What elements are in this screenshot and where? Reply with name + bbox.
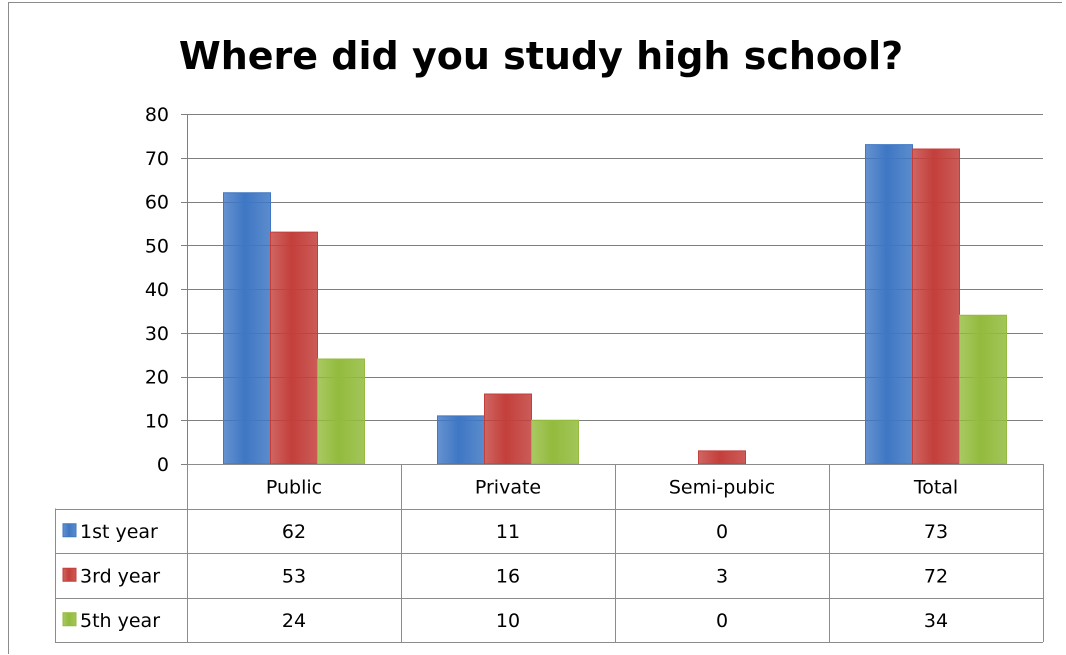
table-cell: 34 [924,610,948,632]
y-axis-tick-labels: 0 10 20 30 40 50 60 70 80 [145,104,169,476]
bars [223,144,1007,465]
data-table: Public Private Semi-pubic Total 1st year 62 11… [55,464,1044,643]
y-tick-label: 60 [145,192,169,214]
legend-label: 3rd year [80,565,160,587]
legend-key [62,523,77,538]
bar-1st-year-public [223,192,271,465]
y-tick-label: 0 [157,454,169,476]
y-tick-label: 80 [145,104,169,126]
legend-label: 1st year [80,521,158,543]
table-cell: 72 [924,565,948,587]
y-tick-label: 30 [145,323,169,345]
table-cell: 0 [716,521,728,543]
y-tick-label: 20 [145,367,169,389]
bar-3rd-year-private [484,393,532,465]
y-tick-label: 40 [145,279,169,301]
chart-title: Where did you study high school? [179,34,903,78]
category-label: Total [913,476,958,498]
category-label: Private [475,476,541,498]
y-tick-label: 70 [145,148,169,170]
chart-svg: Where did you study high school? 0102030… [55,34,1044,643]
table-cell: 53 [282,565,306,587]
bar-5th-year-public [317,358,365,465]
legend-key [62,567,77,582]
bar-1st-year-private [437,415,485,465]
y-tick-label: 10 [145,410,169,432]
legend-label: 5th year [80,610,160,632]
bar-1st-year-total [865,144,913,465]
table-cell: 16 [496,565,520,587]
table-cell: 62 [282,521,306,543]
category-label: Public [266,476,322,498]
table-cell: 3 [716,565,728,587]
category-label: Semi-pubic [669,476,775,498]
bar-3rd-year-public [270,231,318,465]
bar-5th-year-total [959,314,1007,465]
bar-5th-year-private [531,419,579,465]
legend-key [62,612,77,627]
y-tick-label: 50 [145,235,169,257]
bar-3rd-year-semi-pubic [698,450,746,465]
bar-3rd-year-total [912,148,960,465]
table-cell: 11 [496,521,520,543]
table-cell: 73 [924,521,948,543]
table-cell: 10 [496,610,520,632]
table-cell: 24 [282,610,306,632]
chart-frame: Where did you study high school? 0 10 20 30… [8,2,1062,654]
table-cell: 0 [716,610,728,632]
